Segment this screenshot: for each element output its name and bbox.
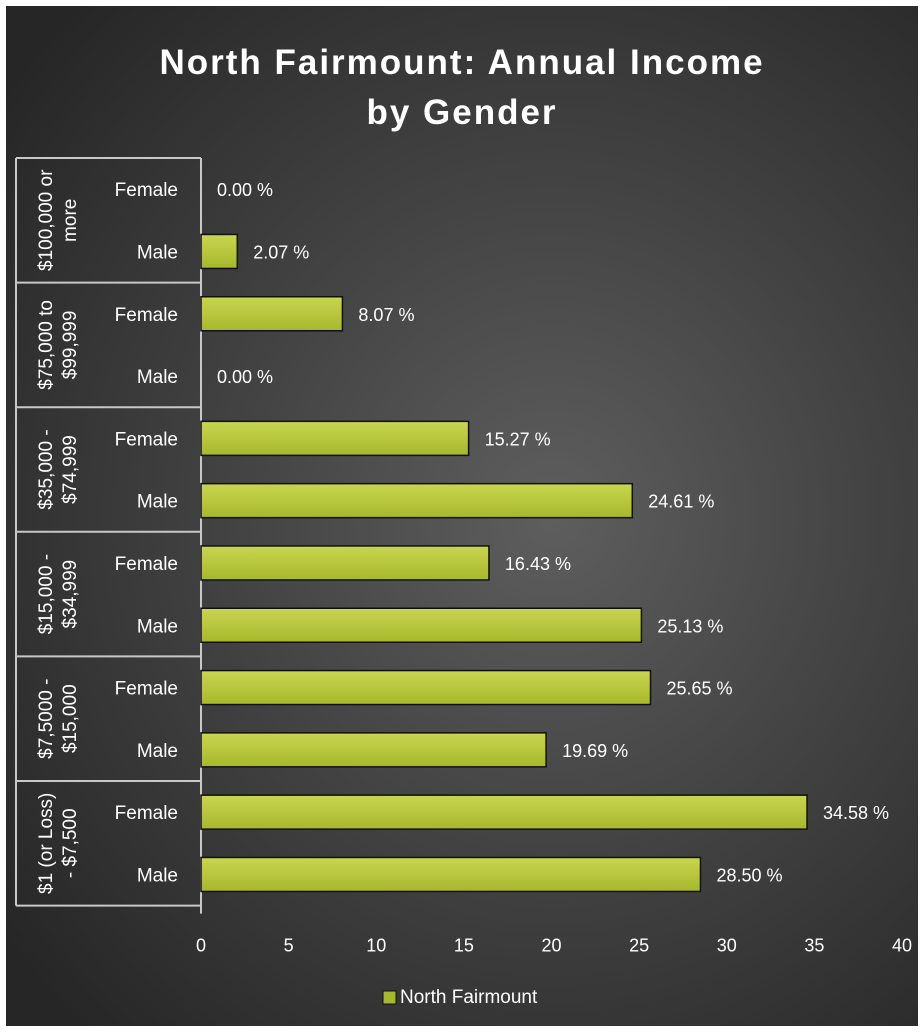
group-label: $100,000 or more [36,169,81,271]
group-label-line: $100,000 or [36,169,57,271]
category-label: Male [137,865,178,886]
data-label: 25.65 % [667,679,733,699]
data-label: 8.07 % [358,305,414,325]
bar [200,856,702,893]
x-tick-label: 5 [284,936,294,956]
category-label: Female [115,305,178,326]
group-label-line: $34,999 [60,560,81,629]
data-label: 28.50 % [716,865,782,885]
data-label: 24.61 % [648,492,714,512]
chart-area: North Fairmount: Annual Income by Gender … [6,6,918,1026]
group-label: $7,5000 - $15,000 [36,679,81,759]
bar [200,732,547,768]
x-tick-label: 30 [717,936,737,956]
bars [200,233,808,893]
bar [200,482,634,519]
category-label: Female [115,554,178,575]
x-tick-label: 20 [541,936,561,956]
group-labels: $100,000 or more $75,000 to $99,999 $35,000 … [36,169,81,894]
category-label: Female [115,429,178,450]
chart-title-line: by Gender [366,93,557,132]
bar [200,296,344,332]
category-label: Male [137,492,178,513]
x-tick-label: 10 [366,936,386,956]
group-label: $35,000 - $74,999 [36,429,81,509]
data-label: 16.43 % [505,554,571,574]
category-label: Female [115,679,178,700]
legend: North Fairmount [382,987,538,1008]
group-label: $75,000 to $99,999 [36,300,81,390]
group-label: $1 (or Loss) - $7,500 [36,793,81,894]
legend-swatch [382,990,397,1005]
group-label-line: $75,000 to [36,300,57,390]
group-label-line: $74,999 [60,435,81,504]
category-label: Female [115,803,178,824]
x-tick-label: 15 [454,936,474,956]
group-label-line: $99,999 [60,311,81,380]
group-label-line: $35,000 - [36,429,57,509]
category-label: Male [137,616,178,637]
category-label: Male [137,741,178,762]
bar [200,233,239,270]
chart-title: North Fairmount: Annual Income by Gender [159,43,764,132]
bar [200,420,470,457]
bar [200,669,652,706]
group-label-line: $1 (or Loss) [36,793,57,894]
category-label: Male [137,242,178,263]
data-label: 2.07 % [253,242,309,262]
category-labels: Female Male Female Male Female Male Female Male… [115,180,178,886]
chart-title-line: North Fairmount: Annual Income [159,43,764,82]
data-labels: 0.00 % 2.07 % 8.07 % 0.00 % 15.27 % 24.61 % 16… [217,180,889,885]
x-tick-label: 25 [629,936,649,956]
bar [200,607,643,643]
group-label-line: - $7,500 [60,808,81,878]
data-label: 19.69 % [562,741,628,761]
bar [200,545,490,581]
data-label: 0.00 % [217,367,273,387]
legend-label: North Fairmount [400,987,538,1008]
group-label-line: more [60,199,81,242]
x-tick-label: 0 [196,936,206,956]
bar [200,794,808,830]
data-label: 25.13 % [657,616,723,636]
category-label: Female [115,180,178,201]
group-label-line: $7,5000 - [36,679,57,759]
data-label: 0.00 % [217,180,273,200]
axis-lines [15,157,202,914]
group-label-line: $15,000 - [36,554,57,634]
x-axis-ticks: 0 5 10 15 20 25 30 35 40 [196,936,912,956]
data-label: 34.58 % [823,803,889,823]
x-tick-label: 40 [892,936,912,956]
group-label-line: $15,000 [60,684,81,753]
x-tick-label: 35 [804,936,824,956]
group-label: $15,000 - $34,999 [36,554,81,634]
data-label: 15.27 % [485,429,551,449]
category-label: Male [137,367,178,388]
